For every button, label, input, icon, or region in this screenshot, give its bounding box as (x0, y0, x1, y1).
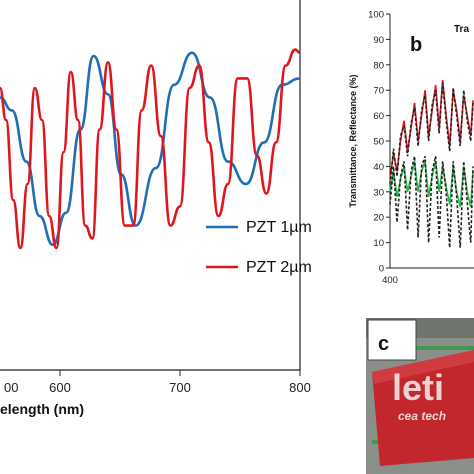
b-y-tick-label: 0 (379, 264, 384, 275)
b-y-tick-label: 10 (373, 238, 384, 249)
b-series-line-4 (389, 155, 474, 248)
photo-sub-text: cea tech (398, 409, 446, 423)
photo-green-stripe-top (372, 346, 474, 350)
series-line-pzt-1-m (0, 51, 301, 247)
b-y-tick-label: 20 (373, 213, 384, 224)
a-x-tick-label: 600 (49, 380, 71, 395)
panel-c: leti cea tech c (366, 318, 474, 474)
b-y-tick-label: 100 (368, 10, 384, 21)
legend-label-pzt-2um: PZT 2µm (246, 259, 312, 276)
a-x-tick-label-partial: 00 (4, 380, 18, 395)
b-y-tick-label: 60 (373, 111, 384, 122)
panel-a: 600 700 800 00 PZT 1µm PZT 2µm elength (nm) (0, 0, 312, 417)
panel-b: 0 10 20 30 40 50 60 70 80 90 100 400 Transmittance,… (348, 10, 474, 286)
panel-label-c: c (378, 333, 389, 355)
photo-red-highlight (372, 350, 474, 384)
a-x-tick-label: 800 (289, 380, 311, 395)
photo-logo-text: leti (392, 367, 444, 408)
b-y-tick-label: 70 (373, 86, 384, 97)
b-y-axis-title: Transmittance, Reflectance (%) (348, 74, 358, 207)
photo-red-substrate (372, 350, 474, 466)
b-series-line-2 (389, 82, 474, 185)
series-line-pzt-2-m (0, 48, 301, 250)
panel-label-b: b (410, 34, 422, 56)
b-y-tick-label: 30 (373, 187, 384, 198)
b-y-tick-label: 40 (373, 162, 384, 173)
b-x-tick-label: 400 (382, 275, 398, 286)
b-y-tick-label: 80 (373, 60, 384, 71)
b-title-fragment: Tra (454, 24, 469, 35)
legend-label-pzt-1um: PZT 1µm (246, 219, 312, 236)
b-y-tick-label: 50 (373, 137, 384, 148)
b-y-tick-label: 90 (373, 35, 384, 46)
a-x-axis-title: elength (nm) (0, 401, 84, 417)
panel-label-c-box (367, 319, 417, 361)
a-x-tick-label: 700 (169, 380, 191, 395)
